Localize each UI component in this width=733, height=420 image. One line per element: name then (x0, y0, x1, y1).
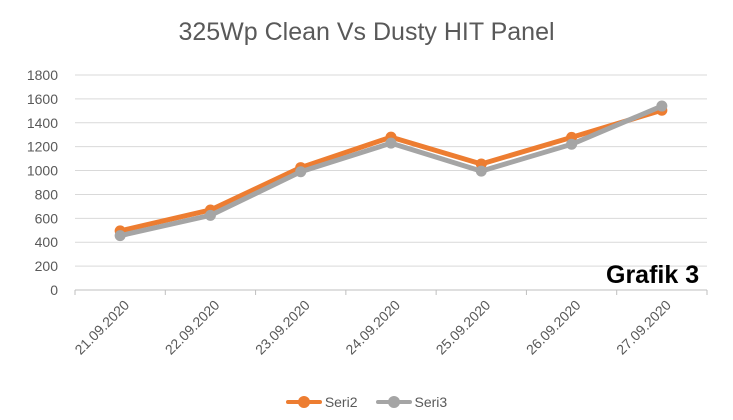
data-point-seri3 (656, 100, 668, 112)
y-tick-label: 1000 (27, 163, 58, 179)
y-tick-label: 200 (35, 258, 59, 274)
legend-item-seri2: Seri2 (285, 394, 358, 410)
data-point-seri3 (114, 230, 126, 242)
y-tick-label: 1800 (27, 67, 58, 83)
data-point-seri3 (204, 209, 216, 221)
y-tick-label: 800 (35, 186, 59, 202)
chart-annotation: Grafik 3 (606, 261, 700, 289)
data-point-seri3 (475, 165, 487, 177)
y-tick-label: 1400 (27, 115, 58, 131)
legend: Seri2 Seri3 (0, 394, 733, 410)
x-tick-label: 24.09.2020 (342, 297, 403, 358)
x-tick-label: 22.09.2020 (162, 297, 223, 358)
legend-marker (375, 394, 412, 410)
data-point-seri3 (566, 138, 578, 150)
y-tick-label: 400 (35, 234, 59, 250)
x-tick-label: 27.09.2020 (613, 297, 674, 358)
legend-item-seri3: Seri3 (375, 394, 448, 410)
y-tick-label: 600 (35, 210, 59, 226)
x-tick-label: 23.09.2020 (252, 297, 313, 358)
legend-label: Seri2 (324, 394, 358, 410)
y-tick-label: 0 (50, 282, 58, 298)
data-point-seri3 (385, 137, 397, 149)
y-tick-label: 1200 (27, 139, 58, 155)
legend-marker (285, 394, 322, 410)
x-tick-label: 26.09.2020 (523, 297, 584, 358)
chart-title: 325Wp Clean Vs Dusty HIT Panel (178, 18, 555, 46)
x-tick-label: 21.09.2020 (71, 297, 132, 358)
data-point-seri3 (295, 166, 307, 178)
x-tick-label: 25.09.2020 (433, 297, 494, 358)
y-tick-label: 1600 (27, 91, 58, 107)
legend-label: Seri3 (414, 394, 448, 410)
